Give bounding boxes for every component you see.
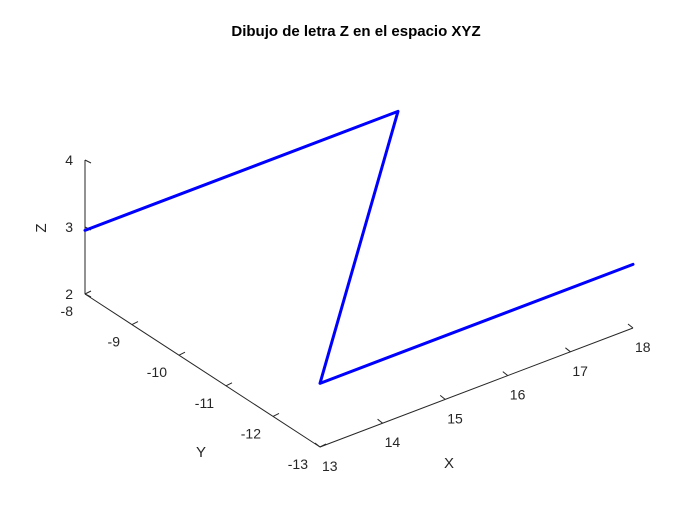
y-axis-label: Y xyxy=(196,444,206,461)
x-tick xyxy=(502,371,509,376)
y-tick xyxy=(178,351,186,356)
y-tick-label: -10 xyxy=(147,364,167,380)
series-line xyxy=(83,109,635,385)
z-tick xyxy=(84,293,92,298)
z-axis-label: Z xyxy=(33,223,50,232)
y-tick xyxy=(319,443,327,448)
x-tick xyxy=(565,347,571,353)
axes-box xyxy=(84,160,634,448)
z-tick xyxy=(84,159,92,164)
x-tick xyxy=(377,418,383,424)
x-tick-label: 15 xyxy=(447,410,463,426)
y-tick xyxy=(84,290,92,295)
plot-area xyxy=(83,109,635,385)
z-tick-label: 2 xyxy=(65,286,73,302)
y-tick xyxy=(272,412,280,417)
tick-marks xyxy=(84,159,634,448)
x-tick xyxy=(627,323,634,329)
tick-labels: 13 14 15 16 17 18 -8 -9 -10 -11 -12 -13 2 3 4 xyxy=(61,152,651,474)
x-axis-label: X xyxy=(444,455,454,472)
z-tick-label: 3 xyxy=(65,219,73,235)
y-tick-label: -9 xyxy=(108,334,121,350)
z-tick-label: 4 xyxy=(65,152,73,168)
x-tick-label: 17 xyxy=(572,363,588,379)
y-axis-line xyxy=(84,293,321,448)
y-tick-label: -13 xyxy=(288,456,308,472)
x-tick-label: 14 xyxy=(385,434,401,450)
y-tick-label: -12 xyxy=(241,425,261,441)
x-tick-label: 16 xyxy=(510,387,526,403)
chart-title: Dibujo de letra Z en el espacio XYZ xyxy=(231,23,480,40)
x-tick xyxy=(439,395,446,400)
y-tick xyxy=(131,321,139,326)
x-tick xyxy=(314,442,321,448)
y-tick xyxy=(225,382,233,387)
x-axis-line xyxy=(319,327,634,448)
y-tick-label: -8 xyxy=(61,303,74,319)
y-tick-label: -11 xyxy=(195,395,214,411)
x-tick-label: 18 xyxy=(635,339,651,355)
x-tick-label: 13 xyxy=(322,458,338,474)
